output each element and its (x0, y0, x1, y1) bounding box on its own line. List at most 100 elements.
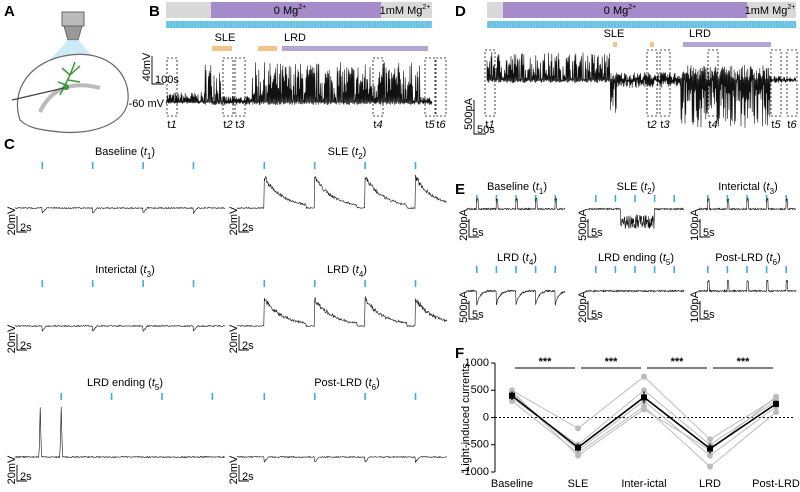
trace-title-part: t (152, 377, 156, 389)
scale-label: 2s (20, 340, 32, 352)
x-tick-label: Baseline (491, 478, 533, 490)
panel-letter: F (455, 345, 464, 362)
trace-title-part: LRD ( (327, 264, 356, 276)
trace-title-part: 5 (666, 258, 671, 267)
trace-title: Interictal (t3) (95, 264, 154, 279)
condition-label-part: 1mM Mg (380, 5, 423, 17)
data-point (575, 452, 581, 459)
trace-title-part: t (356, 264, 360, 276)
x-tick-label: LRD (699, 478, 721, 490)
time-label-part: t (660, 119, 663, 131)
scale-label: 50s (477, 124, 495, 136)
scale-label: 5s (703, 227, 715, 239)
time-label: t1 (485, 119, 494, 131)
condition-label-part: 2+ (422, 4, 430, 11)
epoch-box (646, 49, 658, 117)
trace-title-part: t (369, 377, 373, 389)
data-point (773, 393, 779, 400)
trace-title-part: LRD ending ( (598, 252, 663, 264)
panel-letter: D (455, 3, 466, 20)
trace-title-part: t (355, 146, 359, 158)
condition-label-part: 0 Mg (604, 5, 628, 17)
scale-label: 500pA (458, 290, 470, 322)
data-point (773, 409, 779, 416)
time-label-part: 6 (439, 119, 446, 131)
epoch-bar (683, 42, 771, 47)
trace (14, 206, 226, 215)
x-tick-label: Inter-ictal (621, 478, 666, 490)
data-point (707, 436, 713, 443)
time-label-part: 4 (376, 119, 382, 131)
time-label-part: t (647, 119, 650, 131)
x-tick-label: Post-LRD (752, 478, 800, 490)
time-label-part: 3 (663, 119, 670, 131)
scale-bar (468, 301, 479, 320)
scale-bar (238, 216, 249, 233)
epoch-bar (258, 46, 277, 51)
scale-bar (587, 301, 598, 320)
time-label: t3 (235, 119, 245, 131)
scale-bar (238, 465, 249, 482)
panel-letter: C (4, 136, 15, 153)
scale-label: 5s (591, 227, 603, 239)
trace (697, 197, 797, 211)
scale-bar (238, 334, 249, 351)
time-label-part: t (167, 119, 170, 131)
trace-title-part: ) (363, 146, 367, 158)
trace (486, 52, 797, 128)
trace-title: SLE (t2) (328, 146, 367, 161)
trace (698, 279, 797, 293)
trace-title: LRD ending (t5) (598, 252, 674, 267)
epoch-box (770, 49, 782, 117)
time-label-part: t (708, 119, 711, 131)
trace-title: Post-LRD (t6) (314, 377, 380, 392)
epoch-bar (212, 46, 232, 51)
panel-letter: E (455, 181, 465, 198)
scale-label: 20mV (228, 206, 240, 235)
epoch-box (435, 57, 447, 117)
y-tick-label: 1000 (465, 357, 489, 369)
time-label: t2 (223, 119, 232, 131)
trace (236, 174, 448, 210)
time-label-part: t (485, 119, 488, 131)
trace-title-part: Post-LRD ( (314, 377, 369, 389)
time-label-part: 1 (170, 119, 176, 131)
trace (236, 295, 448, 328)
trace-title-part: LRD ( (497, 252, 526, 264)
mean-marker (641, 394, 647, 401)
trace-title-part: 3 (770, 187, 775, 196)
scale-label: 2s (242, 471, 254, 483)
epoch-box (372, 57, 384, 117)
trace-title-part: t (526, 252, 530, 264)
condition-label-part: 2+ (787, 4, 795, 11)
time-label-part: t (223, 119, 226, 131)
time-label: t1 (167, 119, 176, 131)
time-label-part: 5 (428, 119, 435, 131)
soma (63, 84, 69, 90)
trace-title-part: 6 (773, 258, 778, 267)
condition-label: 0 Mg2+ (274, 4, 306, 17)
scale-label: 2s (242, 340, 254, 352)
significance-label: *** (605, 356, 619, 368)
scale-label: 2s (20, 471, 32, 483)
trace-title-part: Interictal ( (95, 264, 144, 276)
trace-title-part: t (644, 181, 648, 193)
scale-bar (468, 219, 479, 238)
scale-label: 20mV (228, 324, 240, 353)
electrode (11, 87, 65, 101)
trace-title-part: ) (670, 252, 674, 264)
trace-title-part: ) (376, 377, 380, 389)
epoch-label: LRD (689, 28, 711, 40)
mean-marker (575, 444, 581, 451)
time-label-part: 1 (488, 119, 494, 131)
scale-label: 5s (472, 309, 484, 321)
trace-title-part: ) (533, 252, 537, 264)
trace-title-part: SLE ( (328, 146, 356, 158)
trace-title-part: 2 (647, 187, 652, 196)
trace-title-part: 1 (539, 187, 544, 196)
time-label-part: t (373, 119, 376, 131)
time-label: t4 (708, 119, 717, 131)
data-point (641, 406, 647, 413)
data-point (641, 387, 647, 394)
